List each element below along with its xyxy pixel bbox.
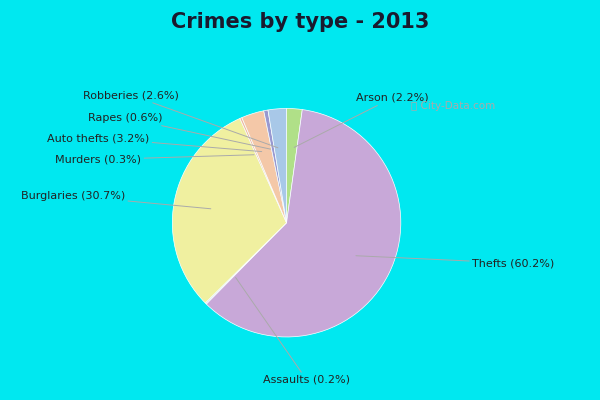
Text: ⓘ City-Data.com: ⓘ City-Data.com (410, 101, 495, 111)
Wedge shape (268, 108, 287, 223)
Wedge shape (287, 108, 302, 223)
Text: Crimes by type - 2013: Crimes by type - 2013 (171, 12, 429, 32)
Text: Murders (0.3%): Murders (0.3%) (55, 154, 254, 164)
Text: Burglaries (30.7%): Burglaries (30.7%) (21, 191, 211, 209)
Text: Rapes (0.6%): Rapes (0.6%) (88, 113, 271, 149)
Text: Robberies (2.6%): Robberies (2.6%) (83, 90, 278, 148)
Wedge shape (172, 118, 287, 303)
Text: Auto thefts (3.2%): Auto thefts (3.2%) (47, 133, 262, 152)
Wedge shape (206, 110, 401, 337)
Wedge shape (240, 118, 287, 223)
Text: Thefts (60.2%): Thefts (60.2%) (356, 256, 554, 268)
Wedge shape (242, 111, 287, 223)
Text: Assaults (0.2%): Assaults (0.2%) (236, 278, 350, 385)
Wedge shape (205, 223, 287, 304)
Text: Arson (2.2%): Arson (2.2%) (294, 93, 429, 147)
Wedge shape (264, 110, 287, 223)
